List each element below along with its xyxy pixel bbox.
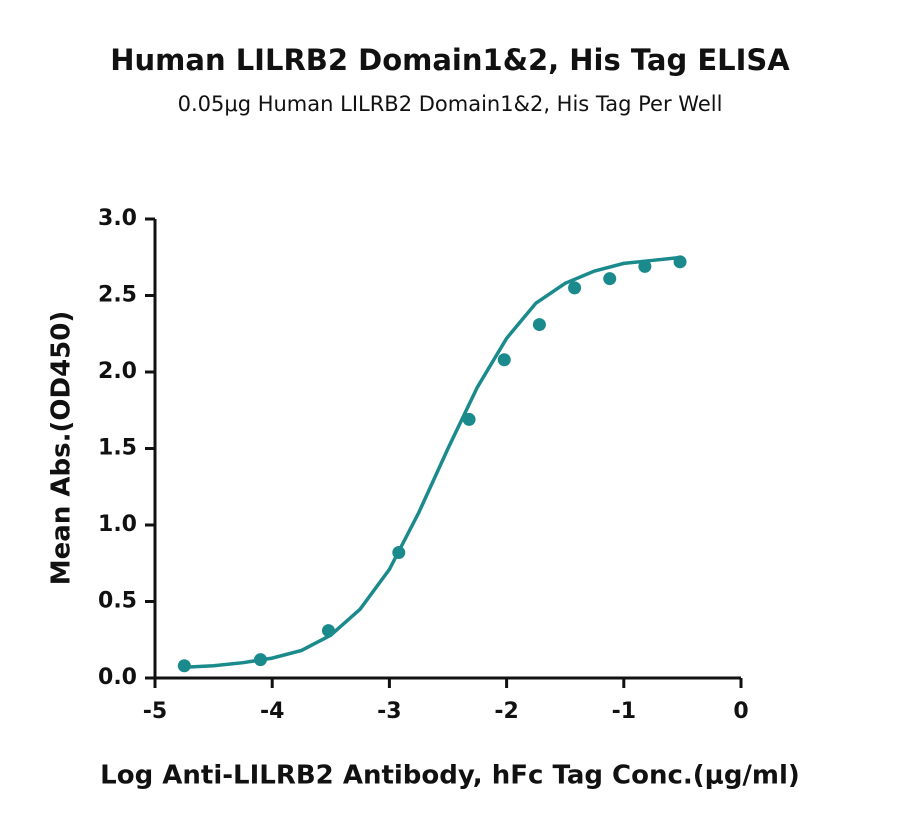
data-point xyxy=(177,659,191,673)
data-point xyxy=(253,653,267,667)
data-point xyxy=(392,546,406,560)
data-point xyxy=(462,412,476,426)
data-point xyxy=(603,272,617,286)
x-tick-label: -3 xyxy=(377,699,401,724)
y-tick-label: 0.5 xyxy=(98,589,137,614)
chart-subtitle: 0.05μg Human LILRB2 Domain1&2, His Tag P… xyxy=(178,92,723,116)
y-tick-label: 2.5 xyxy=(98,283,137,308)
chart-title: Human LILRB2 Domain1&2, His Tag ELISA xyxy=(110,43,790,77)
fit-curve xyxy=(184,255,683,670)
x-tick-label: 0 xyxy=(733,699,748,724)
x-tick-label: -4 xyxy=(260,699,284,724)
data-point xyxy=(532,318,546,332)
x-tick-label: -2 xyxy=(494,699,518,724)
y-tick-label: 0.0 xyxy=(98,665,137,690)
x-tick-label: -5 xyxy=(143,699,167,724)
data-point xyxy=(673,255,687,269)
x-axis-label: Log Anti-LILRB2 Antibody, hFc Tag Conc.(… xyxy=(100,761,800,791)
y-tick-label: 2.0 xyxy=(98,359,137,384)
y-tick-label: 3.0 xyxy=(98,206,137,231)
y-tick-label: 1.5 xyxy=(98,436,137,461)
y-tick-label: 1.0 xyxy=(98,512,137,537)
data-point xyxy=(568,281,582,295)
y-axis-label: Mean Abs.(OD450) xyxy=(47,311,77,585)
x-tick-label: -1 xyxy=(612,699,636,724)
data-point xyxy=(497,353,511,367)
data-point xyxy=(321,624,335,638)
data-point xyxy=(638,259,652,273)
